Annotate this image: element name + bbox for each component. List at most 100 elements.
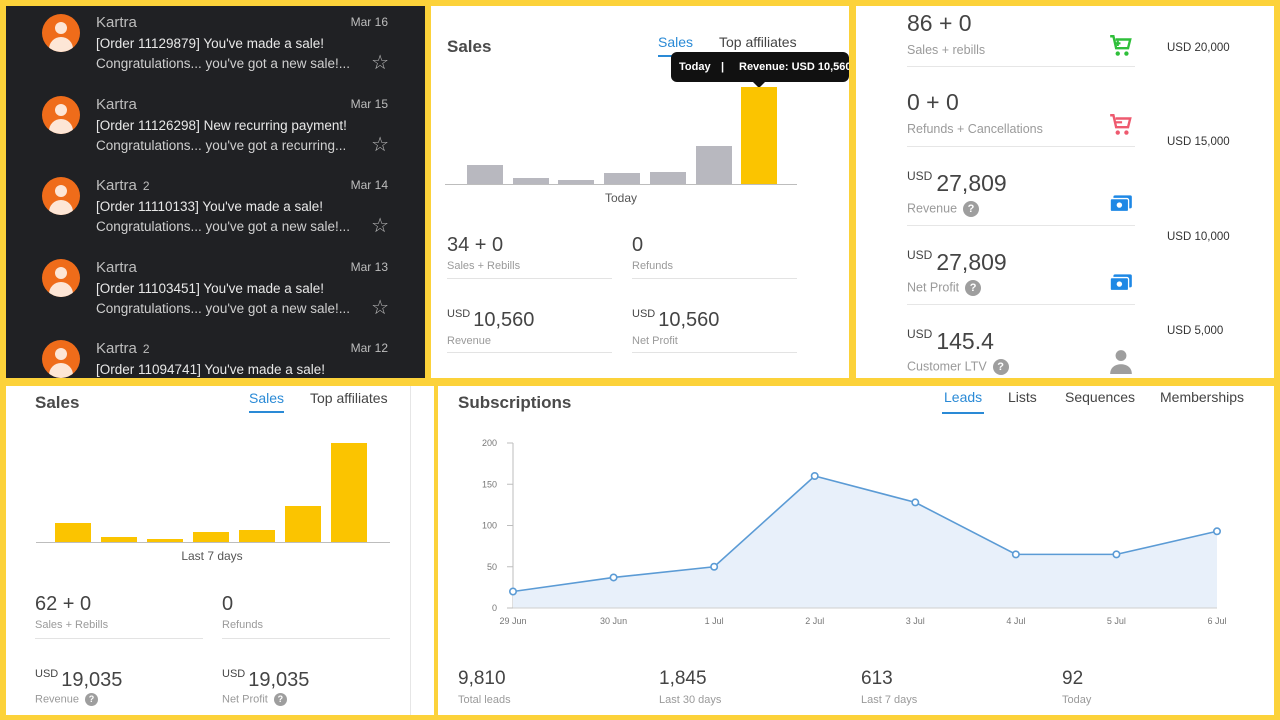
help-icon[interactable]: ? [85, 693, 99, 706]
divider [447, 278, 612, 279]
divider [632, 352, 797, 353]
money-icon [1109, 274, 1132, 292]
net-profit-label-text: Net Profit [907, 280, 960, 295]
x-tick-label: 2 Jul [805, 616, 824, 626]
money-icon [1109, 195, 1132, 213]
revenue-label: Revenue? [907, 201, 980, 217]
tab-memberships[interactable]: Memberships [1160, 389, 1245, 405]
sales-rebills-value: 34 + 0 [447, 234, 504, 256]
bar[interactable] [331, 443, 367, 542]
thread-count: 2 [142, 342, 150, 356]
avatar [42, 258, 80, 297]
data-point[interactable] [609, 573, 618, 582]
email-row[interactable]: Kartra Mar 13 [Order 11103451] You've made… [6, 254, 425, 336]
thread-count: 2 [142, 179, 150, 193]
data-point[interactable] [911, 498, 920, 507]
bar[interactable] [193, 532, 229, 542]
help-icon[interactable]: ? [992, 359, 1009, 375]
bar[interactable] [741, 87, 778, 184]
data-point[interactable] [710, 562, 719, 571]
email-sender: Kartra 2 [96, 177, 150, 194]
today-label: Today [1062, 694, 1092, 706]
tab-top-affiliates[interactable]: Top affiliates [719, 34, 797, 50]
net-profit-value: USD 10,560 [632, 308, 719, 332]
sales-week-panel: Sales Sales Top affiliates Last 7 days 6… [6, 386, 434, 715]
net-profit-amount: 10,560 [658, 309, 720, 331]
tab-top-affiliates[interactable]: Top affiliates [310, 390, 388, 406]
help-icon[interactable]: ? [273, 693, 287, 706]
bar[interactable] [512, 178, 549, 184]
data-point[interactable] [1112, 550, 1121, 559]
net-profit-amount: 19,035 [248, 669, 310, 691]
sales-rebills-value: 62 + 0 [35, 593, 92, 615]
email-subject: [Order 11094741] You've made a sale! [96, 362, 325, 377]
bar[interactable] [285, 506, 321, 542]
email-date: Mar 12 [350, 341, 388, 355]
last-30-days-value: 1,845 [659, 668, 707, 689]
tab-leads[interactable]: Leads [941, 389, 985, 414]
y-tick-label: 150 [482, 479, 497, 489]
net-profit-label-text: Net Profit [222, 693, 268, 706]
subscriptions-title: Subscriptions [458, 393, 572, 412]
divider [907, 225, 1135, 226]
revenue-value: USD 19,035 [35, 668, 122, 692]
tab-lists[interactable]: Lists [1008, 389, 1037, 405]
net-profit-label: Net Profit? [907, 280, 982, 296]
scale-label: USD 20,000 [1167, 42, 1230, 54]
divider [907, 146, 1135, 147]
email-row[interactable]: Kartra 2 Mar 12 [Order 11094741] You've mad… [6, 335, 425, 378]
data-point[interactable] [1011, 550, 1020, 559]
help-icon[interactable]: ? [963, 201, 980, 217]
chart-caption: Last 7 days [181, 549, 243, 563]
bar[interactable] [101, 537, 137, 542]
star-icon[interactable]: ☆ [371, 296, 389, 319]
data-point[interactable] [509, 587, 518, 596]
tab-sales[interactable]: Sales [658, 34, 694, 57]
stats-panel: 86 + 0 Sales + rebills 0 + 0 Refunds + C… [856, 6, 1274, 378]
divider [447, 352, 612, 353]
y-tick-label: 200 [482, 438, 497, 448]
email-sender: Kartra [96, 259, 143, 276]
y-tick-label: 50 [487, 562, 497, 572]
email-subject: [Order 11129879] You've made a sale! [96, 36, 324, 51]
today-value: 92 [1062, 668, 1084, 689]
data-point[interactable] [1212, 527, 1221, 536]
tab-sequences[interactable]: Sequences [1065, 389, 1136, 405]
bar[interactable] [558, 180, 595, 184]
star-icon[interactable]: ☆ [371, 215, 389, 237]
email-row[interactable]: Kartra Mar 16 [Order 11129879] You've made… [6, 9, 425, 91]
email-date: Mar 16 [350, 15, 388, 29]
scale-label: USD 5,000 [1167, 325, 1224, 337]
bar[interactable] [695, 146, 732, 184]
bar[interactable] [649, 171, 686, 184]
divider [907, 66, 1135, 67]
bar[interactable] [147, 538, 183, 542]
star-icon[interactable]: ☆ [371, 133, 389, 156]
currency: USD [907, 169, 933, 183]
scale-label: USD 10,000 [1167, 231, 1230, 243]
cart-plus-icon [1110, 35, 1132, 56]
sender-name: Kartra [96, 258, 137, 276]
email-subject: [Order 11103451] You've made a sale! [96, 280, 324, 296]
star-icon[interactable]: ☆ [371, 52, 389, 74]
customer-ltv-label: Customer LTV? [907, 359, 1009, 375]
bar[interactable] [467, 164, 503, 184]
revenue-amount: 10,560 [473, 309, 535, 331]
email-row[interactable]: Kartra 2 Mar 14 [Order 11110133] You've mad… [6, 172, 425, 254]
revenue-label: Revenue [447, 335, 492, 347]
bar[interactable] [239, 530, 275, 542]
avatar [42, 14, 80, 52]
revenue-label: Revenue? [35, 693, 99, 706]
tooltip-divider: | [721, 61, 725, 73]
email-row[interactable]: Kartra Mar 15 [Order 11126298] New recurri… [6, 91, 425, 173]
email-list-panel: Kartra Mar 16 [Order 11129879] You've made… [6, 6, 425, 378]
bar[interactable] [55, 523, 91, 542]
total-leads-label: Total leads [458, 694, 511, 706]
series-line [512, 475, 1218, 593]
net-profit-label: Net Profit [632, 335, 678, 347]
tab-sales[interactable]: Sales [249, 390, 285, 413]
help-icon[interactable]: ? [965, 280, 982, 296]
bar[interactable] [604, 173, 641, 184]
net-profit-label: Net Profit? [222, 693, 287, 706]
data-point[interactable] [810, 472, 819, 481]
